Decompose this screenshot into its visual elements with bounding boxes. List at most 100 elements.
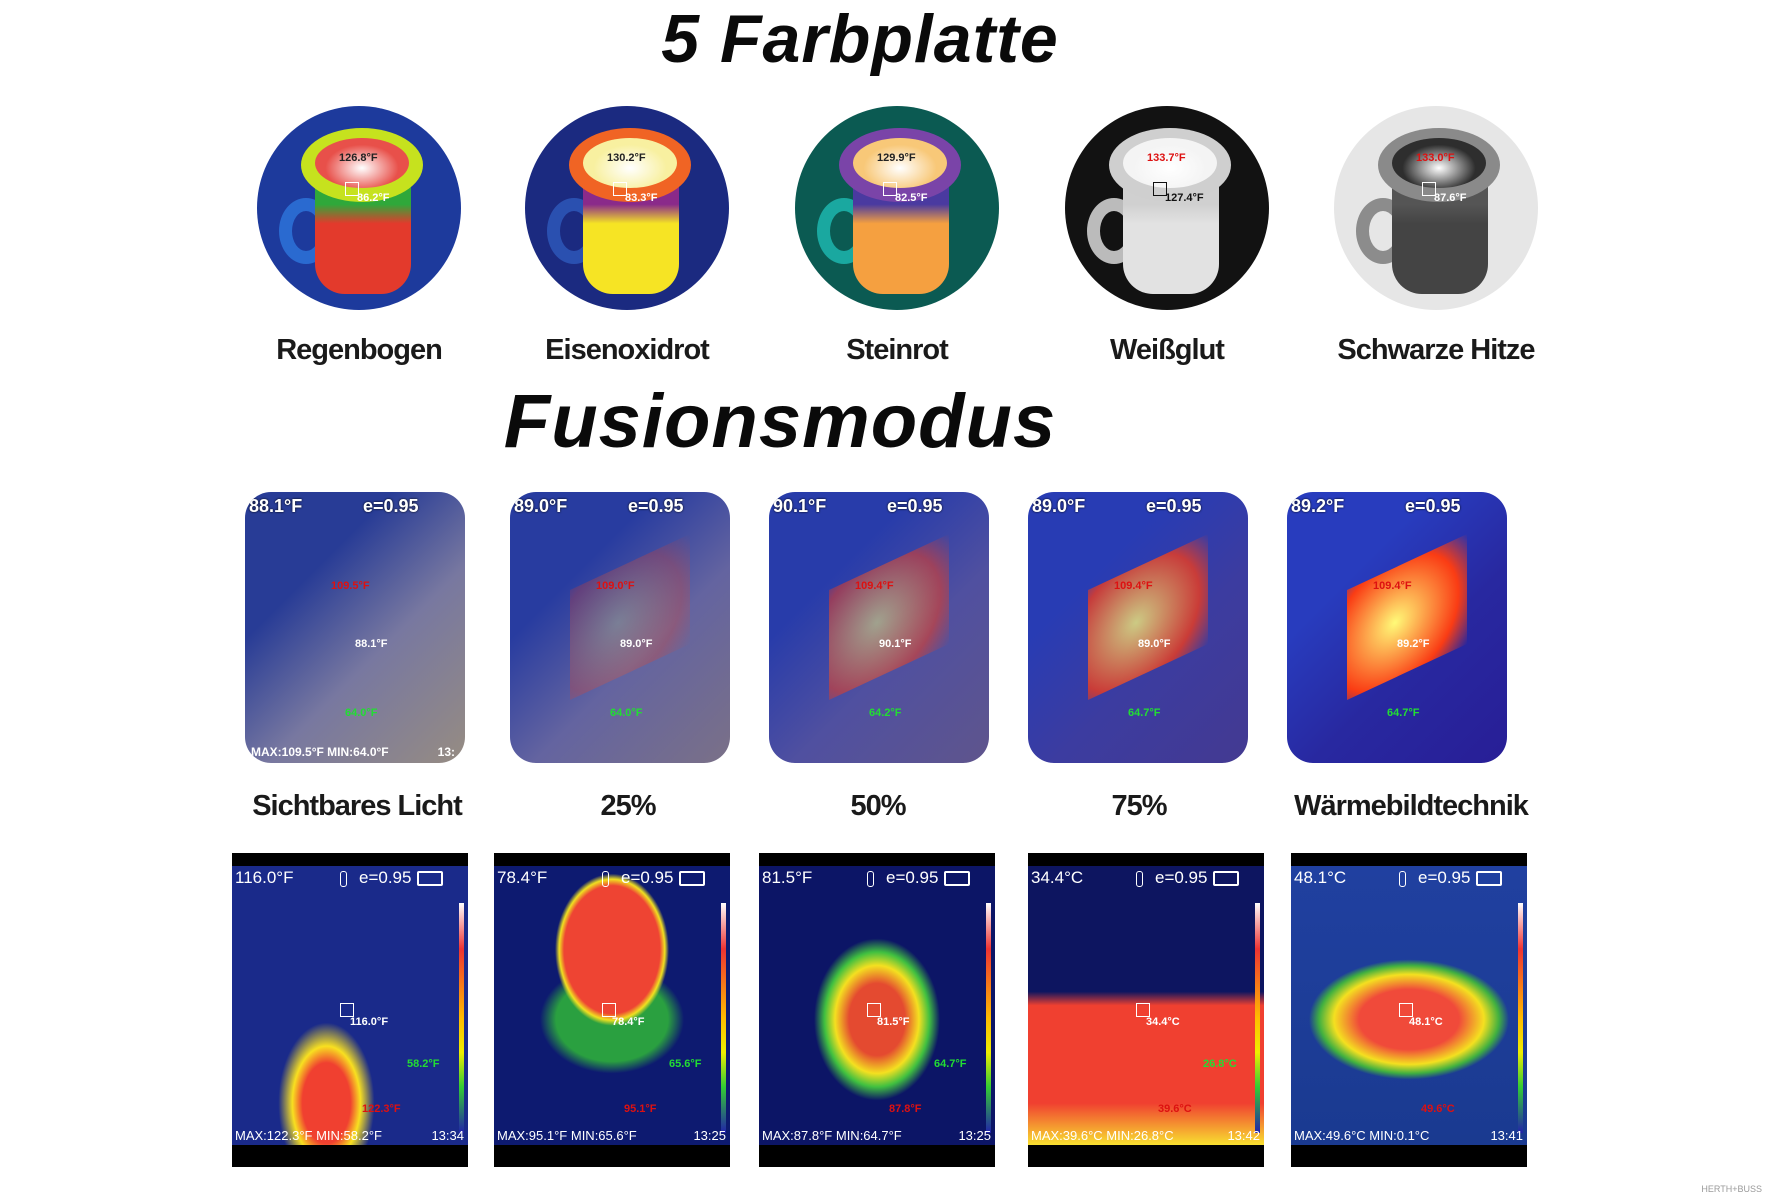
emissivity-group: e=0.95 — [602, 868, 706, 888]
palette-preview-image: 133.7°F 127.4°F — [1065, 106, 1269, 310]
mug-inner — [315, 138, 409, 188]
mug-inner — [1392, 138, 1486, 188]
min-temperature: MIN:26.8°C — [1106, 1128, 1174, 1143]
hot-reading: 133.7°F — [1147, 152, 1186, 164]
battery-icon — [1476, 871, 1503, 887]
hot-reading: 130.2°F — [607, 152, 646, 164]
min-temperature: MIN:0.1°C — [1369, 1128, 1430, 1143]
thermal-image — [1291, 866, 1527, 1145]
emissivity: e=0.95 — [886, 868, 939, 887]
hot-reading: 109.5°F — [331, 580, 370, 592]
crosshair-icon — [345, 182, 359, 196]
thermal-screen: 116.0°F e=0.95 116.0°F 58.2°F 122.3°F MAX:122… — [232, 853, 468, 1167]
center-reading: 89.0°F — [1138, 638, 1171, 650]
max-temperature: MAX:122.3°F — [235, 1128, 313, 1143]
emissivity: e=0.95 — [1146, 496, 1202, 516]
clock: 13:34 — [431, 1128, 464, 1143]
max-temperature: MAX:95.1°F — [497, 1128, 568, 1143]
hot-reading: 109.4°F — [1114, 580, 1153, 592]
watermark: HERTH+BUSS — [1701, 1184, 1762, 1194]
thermometer-icon — [340, 870, 347, 887]
emissivity: e=0.95 — [1418, 868, 1471, 887]
fusion-mode-label: 50% — [850, 790, 906, 822]
center-reading: 87.6°F — [1434, 192, 1467, 204]
crosshair-icon — [883, 182, 897, 196]
top-temperature: 88.1°F — [249, 496, 303, 516]
palette-label: Steinrot — [846, 334, 949, 366]
fusion-mode-label: 25% — [600, 790, 656, 822]
fusion-mode-label: Sichtbares Licht — [252, 790, 463, 822]
cold-reading: 26.8°C — [1203, 1058, 1237, 1070]
min-temperature: MIN:65.6°F — [570, 1128, 637, 1143]
color-scale-bar — [721, 903, 726, 1133]
center-reading: 89.2°F — [1397, 638, 1430, 650]
top-temperature: 89.2°F — [1291, 496, 1345, 516]
hot-reading: 109.0°F — [596, 580, 635, 592]
crosshair-icon — [1153, 182, 1167, 196]
top-temperature: 78.4°F — [497, 868, 548, 887]
hot-reading: 95.1°F — [624, 1103, 657, 1115]
heat-region — [570, 534, 690, 700]
center-reading: 82.5°F — [895, 192, 928, 204]
clock: 13:25 — [693, 1128, 726, 1143]
emissivity: e=0.95 — [363, 496, 419, 516]
palette-preview-image: 129.9°F 82.5°F — [795, 106, 999, 310]
thermometer-icon — [1136, 870, 1143, 887]
palette-preview-image: 126.8°F 86.2°F — [257, 106, 461, 310]
fusion-preview-image: 89.2°F e=0.95 109.4°F 89.2°F 64.7°F — [1287, 492, 1507, 763]
color-scale-bar — [1255, 903, 1260, 1133]
hot-reading: 129.9°F — [877, 152, 916, 164]
top-temperature: 48.1°C — [1294, 868, 1347, 887]
crosshair-icon — [1399, 1003, 1413, 1017]
cold-reading: 65.6°F — [669, 1058, 702, 1070]
battery-icon — [944, 871, 971, 887]
heat-region — [829, 534, 949, 700]
top-temperature: 116.0°F — [235, 868, 294, 887]
thermal-screen: 34.4°C e=0.95 34.4°C 26.8°C 39.6°C MAX:39.6°C… — [1028, 853, 1264, 1167]
hot-reading: 126.8°F — [339, 152, 378, 164]
min-temperature: MIN:64.7°F — [835, 1128, 902, 1143]
emissivity: e=0.95 — [628, 496, 684, 516]
center-reading: 86.2°F — [357, 192, 390, 204]
mug-inner — [583, 138, 677, 188]
fusion-preview-image: 89.0°F e=0.95 109.0°F 89.0°F 64.0°F — [510, 492, 730, 763]
max-min: MAX:49.6°C MIN:0.1°C — [1294, 1128, 1429, 1143]
center-reading: 34.4°C — [1146, 1016, 1180, 1028]
emissivity: e=0.95 — [1405, 496, 1461, 516]
emissivity: e=0.95 — [621, 868, 674, 887]
hot-reading: 39.6°C — [1158, 1103, 1192, 1115]
center-reading: 90.1°F — [879, 638, 912, 650]
center-reading: 88.1°F — [355, 638, 388, 650]
cold-reading: 58.2°F — [407, 1058, 440, 1070]
clock: 13:42 — [1227, 1128, 1260, 1143]
fusion-mode-label: 75% — [1111, 790, 1167, 822]
cold-reading: 64.2°F — [869, 707, 902, 719]
heat-region — [1088, 534, 1208, 700]
color-scale-bar — [986, 903, 991, 1133]
max-min: MAX:87.8°F MIN:64.7°F — [762, 1128, 902, 1143]
top-temperature: 81.5°F — [762, 868, 813, 887]
hot-reading: 109.4°F — [855, 580, 894, 592]
top-temperature: 90.1°F — [773, 496, 827, 516]
center-reading: 116.0°F — [350, 1016, 389, 1028]
fusion-mode-label: Wärmebildtechnik — [1294, 790, 1529, 822]
top-temperature: 89.0°F — [514, 496, 568, 516]
emissivity: e=0.95 — [1155, 868, 1208, 887]
thermal-screen: 78.4°F e=0.95 78.4°F 65.6°F 95.1°F MAX:95.1°F… — [494, 853, 730, 1167]
fusion-preview-image: 90.1°F e=0.95 109.4°F 90.1°F 64.2°F — [769, 492, 989, 763]
center-reading: 78.4°F — [612, 1016, 645, 1028]
thermometer-icon — [602, 870, 609, 887]
cold-reading: 64.7°F — [1387, 707, 1420, 719]
fusion-section-title: Fusionsmodus — [503, 379, 1057, 464]
emissivity: e=0.95 — [887, 496, 943, 516]
max-min: MAX:122.3°F MIN:58.2°F — [235, 1128, 382, 1143]
crosshair-icon — [602, 1003, 616, 1017]
thermal-screen: 81.5°F e=0.95 81.5°F 64.7°F 87.8°F MAX:87.8°F… — [759, 853, 995, 1167]
crosshair-icon — [613, 182, 627, 196]
max-min: MAX:39.6°C MIN:26.8°C — [1031, 1128, 1174, 1143]
color-scale-bar — [459, 903, 464, 1133]
crosshair-icon — [340, 1003, 354, 1017]
status-footer: MAX:49.6°C MIN:0.1°C 13:41 — [1294, 1128, 1523, 1143]
palette-preview-image: 130.2°F 83.3°F — [525, 106, 729, 310]
mug-inner — [1123, 138, 1217, 188]
